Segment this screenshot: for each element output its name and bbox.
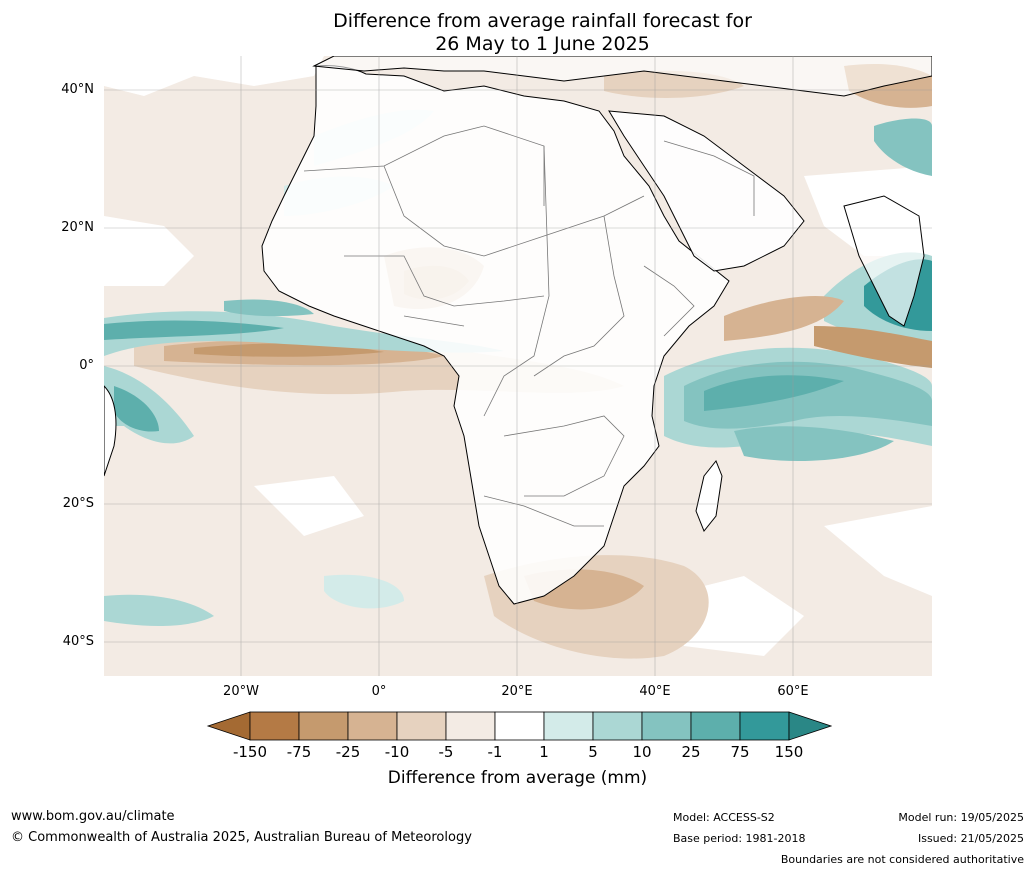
colorbar-cell <box>249 711 300 741</box>
india <box>843 195 925 327</box>
colorbar <box>206 711 832 741</box>
colorbar-label: -5 <box>438 743 454 761</box>
map-title: Difference from average rainfall forecas… <box>0 10 1035 56</box>
near-average-area <box>104 216 194 286</box>
copyright: © Commonwealth of Australia 2025, Austra… <box>11 830 472 845</box>
colorbar-label: -25 <box>335 743 361 761</box>
lon-tick-20e: 20°E <box>501 684 533 699</box>
wet-area-core <box>114 386 159 432</box>
colorbar-cell <box>347 711 398 741</box>
europe-coast <box>312 56 932 97</box>
wet-area <box>104 594 214 626</box>
colorbar-cell <box>739 711 790 741</box>
model-label: Model: ACCESS-S2 <box>673 811 775 824</box>
lon-tick-60e: 60°E <box>777 684 809 699</box>
near-average-area <box>824 506 932 596</box>
colorbar-label: -1 <box>487 743 503 761</box>
lat-tick-40s: 40°S <box>62 634 94 649</box>
map-svg <box>104 56 932 676</box>
colorbar-label: 10 <box>632 743 652 761</box>
colorbar-arrow-high <box>788 711 832 741</box>
colorbar-cell <box>641 711 692 741</box>
wet-region <box>734 426 894 461</box>
title-line-1: Difference from average rainfall forecas… <box>333 10 752 32</box>
dry-band <box>814 326 932 368</box>
model-run: Model run: 19/05/2025 <box>898 811 1024 824</box>
colorbar-cell <box>592 711 643 741</box>
issued-date: Issued: 21/05/2025 <box>917 832 1024 845</box>
colorbar-cell <box>494 711 545 741</box>
colorbar-label: 5 <box>588 743 598 761</box>
near-average-area <box>104 56 324 96</box>
colorbar-cell <box>690 711 741 741</box>
south-america <box>104 385 117 477</box>
graticule <box>104 56 932 676</box>
title-line-2: 26 May to 1 June 2025 <box>435 33 650 55</box>
lat-tick-20s: 20°S <box>62 496 94 511</box>
colorbar-title: Difference from average (mm) <box>387 768 648 788</box>
wet-band <box>224 299 314 317</box>
lat-tick-40n: 40°N <box>61 82 94 97</box>
rainfall-map <box>104 56 932 676</box>
colorbar-cells <box>206 711 832 741</box>
near-average-area <box>254 476 364 536</box>
wet-region-core <box>704 375 844 411</box>
lon-tick-0: 0° <box>371 684 387 699</box>
colorbar-cell <box>445 711 496 741</box>
colorbar-cell <box>298 711 349 741</box>
colorbar-label: -75 <box>286 743 312 761</box>
arabian-peninsula <box>608 110 805 272</box>
lon-tick-40e: 40°E <box>639 684 671 699</box>
wet-region <box>684 361 932 429</box>
colorbar-cell <box>543 711 594 741</box>
colorbar-label: 75 <box>730 743 750 761</box>
lat-tick-0: 0° <box>79 358 94 373</box>
madagascar <box>695 460 723 532</box>
website-link[interactable]: www.bom.gov.au/climate <box>11 809 175 824</box>
colorbar-label: -10 <box>384 743 410 761</box>
dry-band <box>724 296 844 341</box>
wet-area <box>324 574 404 609</box>
colorbar-label: -150 <box>232 743 268 761</box>
lat-tick-20n: 20°N <box>61 220 94 235</box>
colorbar-label: 1 <box>539 743 549 761</box>
lon-tick-20w: 20°W <box>223 684 259 699</box>
wet-region <box>874 118 932 176</box>
country-boundaries <box>303 125 755 527</box>
colorbar-label: 25 <box>681 743 701 761</box>
base-period: Base period: 1981-2018 <box>673 832 806 845</box>
disclaimer: Boundaries are not considered authoritat… <box>780 853 1024 866</box>
wet-band-core <box>104 320 284 340</box>
colorbar-arrow-low <box>206 711 251 741</box>
colorbar-cell <box>396 711 447 741</box>
colorbar-label: 150 <box>774 743 804 761</box>
